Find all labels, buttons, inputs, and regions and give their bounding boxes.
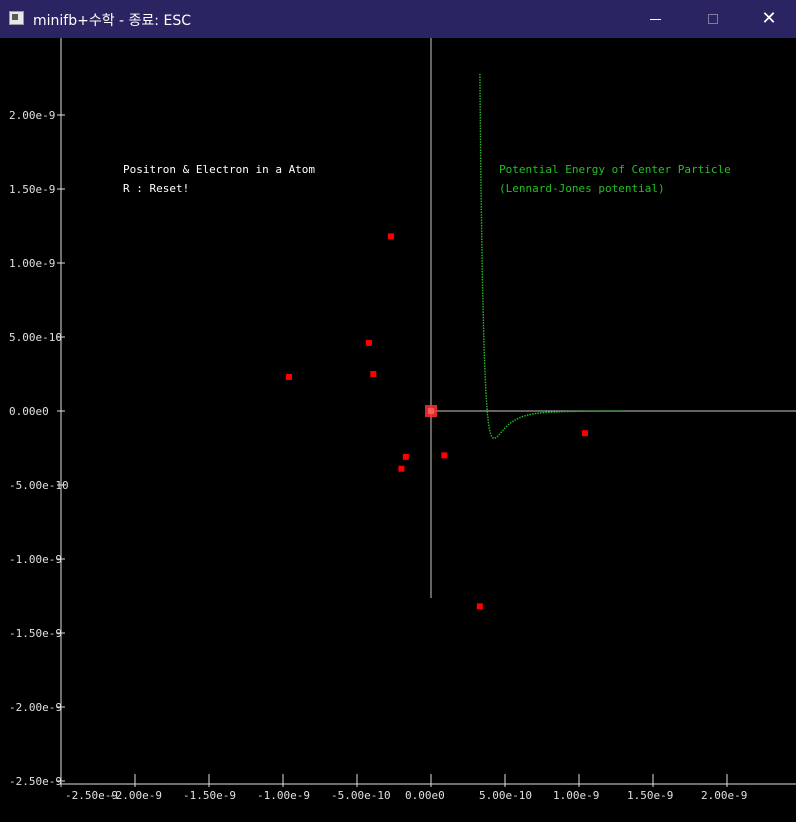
particle [398,465,405,472]
window-title: minifb+수학 - 종료: ESC [33,13,191,29]
particle [285,373,292,380]
y-tick-label: -1.50e-9 [9,627,62,640]
x-tick-label: 0.00e0 [405,789,445,802]
x-tick-label: -5.00e-10 [331,789,391,802]
maximize-icon [708,14,718,24]
close-button[interactable]: ✕ [740,0,796,38]
maximize-button[interactable] [684,0,742,38]
potential-subtitle: (Lennard-Jones potential) [499,182,665,195]
x-tick-label: -1.50e-9 [183,789,236,802]
particle [365,339,372,346]
x-tick-label: 1.00e-9 [553,789,599,802]
y-tick-label: 5.00e-10 [9,331,62,344]
particle [388,233,395,240]
y-tick-label: 1.50e-9 [9,183,55,196]
x-tick-label: 2.00e-9 [701,789,747,802]
minimize-icon [649,18,661,20]
particle [370,371,377,377]
simulation-canvas[interactable]: 2.00e-9 1.50e-9 1.00e-9 5.00e-10 0.00e0 -5.00… [0,38,796,822]
particle [441,452,448,459]
x-tick-label: 1.50e-9 [627,789,673,802]
particle [476,603,483,610]
y-tick-label: -1.00e-9 [9,553,62,566]
potential-title: Potential Energy of Center Particle [499,163,731,176]
close-icon: ✕ [761,8,777,29]
lj-potential-curve [479,73,624,440]
particle [402,453,409,460]
title-bar[interactable]: minifb+수학 - 종료: ESC ✕ [0,0,796,38]
y-tick-label: -2.50e-9 [9,775,62,788]
particle [581,430,588,437]
y-tick-label: 0.00e0 [9,405,49,418]
x-tick-label: -2.50e-9 [65,789,118,802]
y-tick-label: -2.00e-9 [9,701,62,714]
particle-plot: 2.00e-9 1.50e-9 1.00e-9 5.00e-10 0.00e0 -5.00… [9,38,796,802]
y-tick-label: 1.00e-9 [9,257,55,270]
minimize-button[interactable] [626,0,684,38]
x-tick-label: -2.00e-9 [109,789,162,802]
y-tick-label: -5.00e-10 [9,479,69,492]
center-particle-core [428,408,434,414]
info-line-1: Positron & Electron in a Atom [123,163,315,176]
y-tick-label: 2.00e-9 [9,109,55,122]
x-tick-label: 5.00e-10 [479,789,532,802]
x-tick-label: -1.00e-9 [257,789,310,802]
app-window-icon [9,11,24,25]
info-line-2: R : Reset! [123,182,189,195]
